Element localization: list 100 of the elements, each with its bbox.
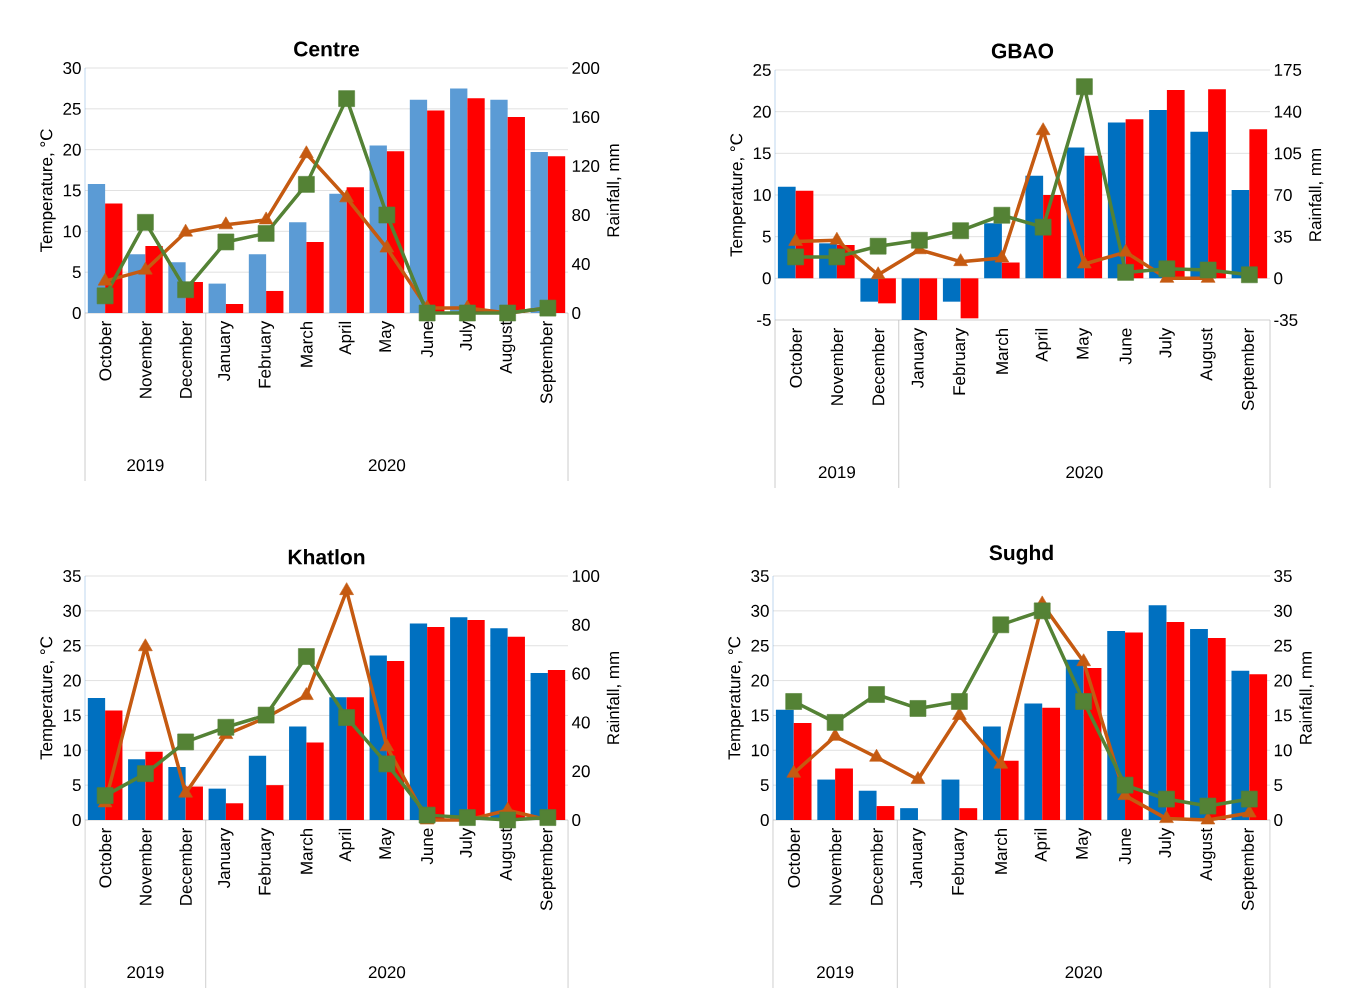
y-tick-label: 15 [753, 147, 771, 160]
y2-tick-label: 70 [1274, 188, 1292, 201]
y-tick-label: 35 [63, 569, 81, 582]
text: 2019 [818, 465, 855, 478]
x-tick-label: March [995, 328, 1009, 374]
x-tick-label: September [539, 827, 556, 911]
y2-tick-label: 0 [572, 813, 581, 826]
x-tick-label: June [421, 321, 434, 358]
y-tick-label: 5 [762, 230, 771, 243]
text: 2020 [368, 965, 406, 978]
y-tick-label: 25 [751, 639, 769, 652]
y2-tick-label: 40 [571, 716, 590, 729]
x-tick-label: October [98, 827, 112, 888]
x-tick-label: November [139, 827, 152, 905]
x-tick-label: June [421, 828, 434, 865]
y-tick-label: 20 [63, 143, 81, 156]
y2-tick-label: 15 [1274, 709, 1292, 722]
y-tick-label: 5 [72, 779, 81, 791]
x-tick-label: October [787, 827, 800, 888]
x-tick-label: August [500, 827, 516, 881]
x-tick-label: November [830, 327, 844, 405]
y2-tick-label: 175 [1274, 63, 1302, 76]
y2-tick-label: 5 [1274, 779, 1283, 791]
text: 2019 [817, 965, 854, 978]
x-tick-label: January [218, 827, 234, 888]
y2-axis-title: Rainfall, mm [606, 144, 622, 237]
y2-tick-label: 160 [572, 110, 600, 123]
y2-tick-label: 25 [1274, 639, 1292, 652]
y-axis-title: Temperature, °C [40, 129, 56, 252]
y2-tick-label: 120 [572, 159, 600, 172]
chart-title: Centre [294, 41, 360, 57]
x-tick-label: February [258, 827, 275, 895]
x-tick-label: September [1241, 327, 1258, 411]
x-tick-label: December [870, 827, 883, 905]
x-tick-label: February [951, 827, 968, 895]
y2-axis-title: Rainfall, mm [606, 651, 622, 744]
y-axis-title: Temperature, °C [728, 636, 744, 760]
y2-tick-label: -35 [1274, 313, 1298, 326]
y-tick-label: 10 [63, 744, 81, 757]
y-axis-title: Temperature, °C [730, 133, 746, 257]
y2-tick-label: 140 [1274, 105, 1302, 118]
y-tick-label: 30 [63, 604, 81, 617]
x-tick-label: May [1076, 327, 1092, 359]
y-tick-label: 15 [63, 184, 81, 197]
y-tick-label: 25 [63, 639, 81, 652]
x-tick-label: March [300, 321, 313, 367]
text: 2019 [127, 458, 164, 471]
y2-tick-label: 40 [571, 257, 590, 270]
x-tick-label: October [789, 327, 802, 388]
x-tick-label: November [139, 320, 152, 398]
y-tick-label: 20 [753, 105, 771, 118]
y-tick-label: 25 [753, 63, 771, 76]
y2-tick-label: 100 [572, 569, 600, 582]
y-tick-label: 10 [753, 188, 771, 201]
y2-tick-label: 0 [1274, 813, 1283, 826]
y2-tick-label: 35 [1274, 569, 1292, 582]
y-tick-label: 0 [72, 306, 81, 319]
y-tick-label: 30 [751, 604, 769, 617]
y-tick-label: 20 [751, 674, 769, 687]
chart-title: Khatlon [288, 548, 365, 565]
text: 2020 [368, 458, 406, 471]
y2-tick-label: 20 [1274, 674, 1292, 687]
y-tick-label: 0 [760, 813, 769, 826]
y-tick-label: 5 [760, 779, 769, 791]
x-tick-label: January [911, 327, 927, 388]
y-tick-label: 0 [762, 272, 771, 285]
x-tick-label: June [1119, 328, 1132, 365]
y-tick-label: 10 [751, 744, 769, 757]
x-tick-label: December [179, 320, 192, 398]
y-axis-title: Temperature, °C [40, 636, 56, 760]
text: 2019 [127, 965, 164, 978]
x-tick-label: July [459, 320, 476, 351]
y2-axis-title: Rainfall, mm [1299, 651, 1314, 744]
x-tick-label: January [218, 320, 234, 381]
x-tick-label: July [1158, 827, 1175, 858]
chart-title: GBAO [991, 43, 1054, 59]
y2-tick-label: 80 [572, 618, 590, 631]
x-tick-label: July [459, 827, 476, 858]
y2-tick-label: 35 [1274, 230, 1292, 243]
x-tick-label: February [258, 320, 275, 388]
x-tick-label: June [1119, 828, 1131, 865]
y-tick-label: 10 [63, 225, 81, 238]
x-tick-label: December [871, 327, 885, 405]
y-tick-label: 25 [63, 102, 81, 115]
x-tick-label: May [379, 320, 395, 352]
y-tick-label: 35 [751, 569, 769, 582]
x-tick-label: March [994, 828, 1008, 874]
x-tick-label: August [500, 320, 516, 374]
y2-axis-title: Rainfall, mm [1308, 148, 1324, 241]
y2-tick-label: 105 [1274, 147, 1302, 160]
x-tick-label: August [1200, 827, 1216, 881]
y2-tick-label: 60 [572, 667, 590, 680]
y-tick-label: 15 [63, 709, 81, 722]
chart-title: Sughd [989, 544, 1053, 565]
x-tick-label: August [1200, 327, 1216, 381]
x-tick-label: April [338, 321, 355, 355]
y-tick-label: 30 [63, 61, 81, 74]
y2-tick-label: 10 [1274, 744, 1292, 757]
x-tick-label: April [1035, 328, 1052, 362]
y2-tick-label: 80 [572, 208, 590, 221]
